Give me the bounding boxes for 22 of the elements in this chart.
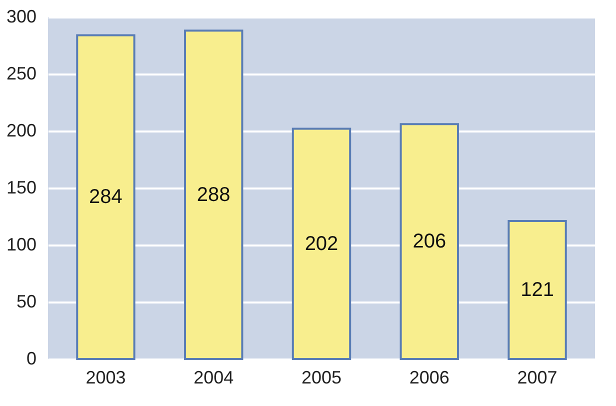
y-tick-label: 300 <box>6 6 36 26</box>
bar <box>508 220 567 360</box>
data-label: 206 <box>412 230 446 253</box>
bar <box>184 30 244 360</box>
y-tick-label: 50 <box>16 292 36 312</box>
x-tick-label: 2005 <box>301 368 342 388</box>
data-label: 284 <box>89 186 122 208</box>
x-tick-label: 2004 <box>194 368 234 388</box>
x-tick-label: 2006 <box>409 368 450 388</box>
x-tick-label: 2007 <box>517 368 558 388</box>
y-tick-label: 100 <box>6 234 36 254</box>
bar <box>292 128 352 360</box>
bar <box>400 123 459 360</box>
data-label: 202 <box>304 232 338 255</box>
y-tick-label: 200 <box>6 120 36 140</box>
bar <box>76 34 136 360</box>
y-tick-label: 150 <box>6 178 36 198</box>
data-label: 121 <box>520 279 554 302</box>
y-tick-label: 250 <box>6 64 36 84</box>
data-label: 288 <box>196 184 230 206</box>
y-tick-label: 0 <box>26 348 36 368</box>
x-tick-label: 2003 <box>86 368 126 388</box>
